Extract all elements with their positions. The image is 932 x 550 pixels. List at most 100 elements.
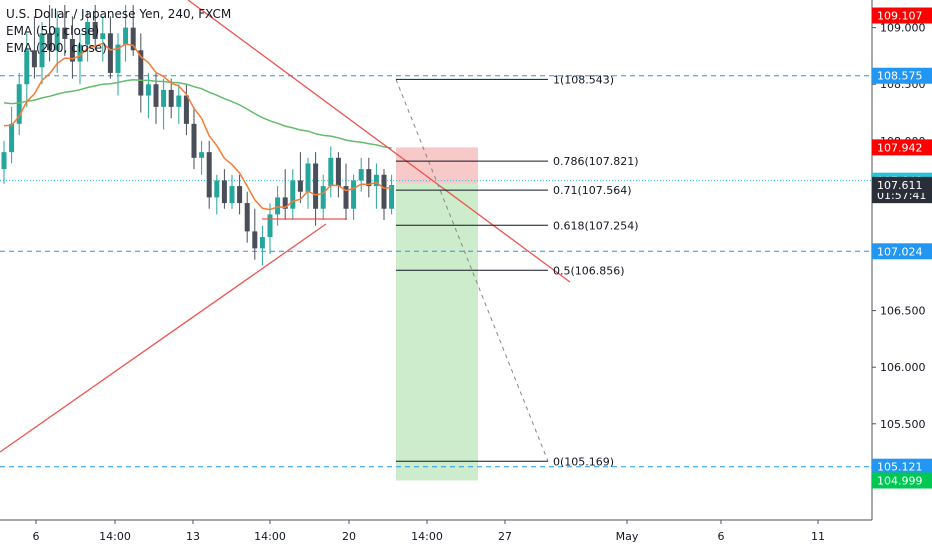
candle-body — [123, 27, 129, 45]
x-tick-label: 20 — [342, 530, 356, 543]
chart-legend: U.S. Dollar / Japanese Yen, 240, FXCM EM… — [6, 6, 231, 57]
price-badge: 109.107 — [872, 7, 932, 24]
price-badge: 107.942 — [872, 139, 932, 156]
candle-body — [145, 84, 151, 96]
ema50-legend: EMA (50, close) — [6, 24, 100, 38]
candle-body — [389, 184, 395, 209]
take-profit-zone — [396, 183, 478, 481]
price-badge-bg — [872, 472, 932, 489]
candle-body — [100, 33, 106, 39]
candle-body — [69, 38, 75, 62]
candle-body — [373, 174, 379, 187]
ema200-legend: EMA (200, close) — [6, 41, 107, 55]
price-badge-bg — [872, 458, 932, 475]
candle-body — [107, 33, 113, 73]
candle-body — [351, 180, 357, 209]
price-badge-bg — [872, 243, 932, 260]
price-badge-bg — [872, 67, 932, 84]
candle-body — [85, 21, 91, 45]
candle-body — [320, 186, 326, 209]
candle-body — [335, 157, 341, 187]
x-tick-label: 27 — [498, 530, 512, 543]
price-badge: 108.575 — [872, 67, 932, 84]
candle-body — [381, 174, 387, 209]
candle-body — [313, 163, 319, 209]
candle-body — [328, 157, 334, 187]
fib-level-label: 0.71(107.564) — [553, 184, 632, 197]
candle-body — [237, 186, 243, 204]
price-badge-bg — [872, 7, 932, 24]
candle-body — [305, 163, 311, 192]
x-tick-label: 6 — [718, 530, 725, 543]
fib-level-label: 1(108.543) — [553, 73, 614, 86]
candle-body — [54, 27, 60, 51]
candle-body — [168, 89, 174, 107]
candle-body — [24, 50, 30, 85]
price-badge-bg — [872, 139, 932, 156]
candle-body — [9, 123, 15, 153]
fib-level-label: 0(105.169) — [553, 455, 614, 468]
symbol-title: U.S. Dollar / Japanese Yen, 240, FXCM — [6, 7, 232, 21]
price-badge: 107.024 — [872, 243, 932, 260]
ascending-trendline — [0, 223, 327, 453]
ema50-line — [3, 42, 392, 211]
candle-body — [138, 50, 144, 96]
x-tick-label: 11 — [811, 530, 825, 543]
candle-body — [77, 44, 83, 62]
y-tick-label: 106.500 — [880, 305, 926, 318]
price-badge-label: 105.121 — [877, 461, 923, 474]
candle-body — [92, 21, 98, 39]
candle-body — [47, 33, 53, 51]
candle-body — [221, 180, 227, 204]
fib-level-label: 0.5(106.856) — [553, 264, 625, 277]
candle-body — [366, 169, 372, 187]
descending-trendline — [187, 0, 571, 283]
y-tick-label: 109.000 — [880, 22, 926, 35]
candle-body — [290, 180, 296, 209]
price-badge-bg — [872, 176, 932, 193]
candle-body — [282, 197, 288, 209]
candle-body — [199, 152, 205, 158]
candle-body — [358, 169, 364, 181]
candle-body — [191, 123, 197, 158]
candle-body — [252, 231, 258, 249]
x-tick-label: 6 — [33, 530, 40, 543]
candle-body — [16, 84, 22, 124]
ema200-line — [3, 78, 392, 149]
x-tick-label: 14:00 — [411, 530, 443, 543]
price-badge-label: 107.611 — [877, 179, 923, 192]
candle-body — [161, 89, 167, 107]
fib-level-label: 0.786(107.821) — [553, 155, 639, 168]
candle-body — [214, 180, 220, 198]
price-badge: 105.121 — [872, 458, 932, 475]
candle-body — [206, 152, 212, 198]
candle-body — [343, 186, 349, 209]
candle-body — [259, 237, 265, 249]
candle-body — [267, 214, 273, 238]
price-badge: 104.999 — [872, 472, 932, 489]
price-badge-label: 108.575 — [877, 70, 923, 83]
y-tick-label: 105.500 — [880, 418, 926, 431]
candle-body — [153, 84, 159, 107]
candle-body — [31, 50, 37, 68]
candle-body — [39, 33, 45, 68]
candle-body — [229, 186, 235, 204]
price-badge-label: 104.999 — [877, 474, 923, 487]
candle-body — [176, 95, 182, 107]
candle-body — [1, 152, 7, 170]
stop-loss-zone — [396, 147, 478, 184]
candle-body — [183, 95, 189, 124]
y-tick-label: 106.000 — [880, 361, 926, 374]
fib-level-label: 0.618(107.254) — [553, 219, 639, 232]
x-tick-label: 14:00 — [254, 530, 286, 543]
candle-body — [62, 27, 68, 39]
candle-body — [297, 180, 303, 192]
candle-body — [130, 27, 136, 51]
x-tick-label: May — [616, 530, 639, 543]
candle-body — [275, 197, 281, 215]
candle-body — [115, 44, 121, 73]
price-badge-label: 107.024 — [877, 245, 923, 258]
x-tick-label: 14:00 — [99, 530, 131, 543]
price-badge-label: 107.942 — [877, 141, 923, 154]
